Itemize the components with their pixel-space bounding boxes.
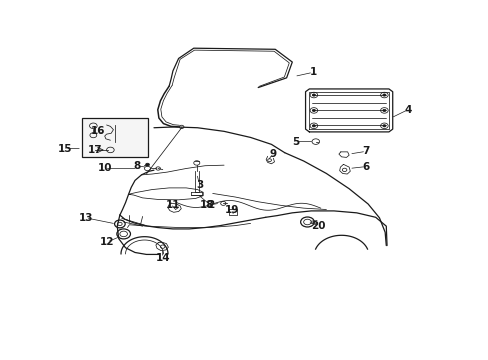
Circle shape <box>145 163 149 166</box>
Text: 11: 11 <box>165 199 180 210</box>
Bar <box>82 118 148 157</box>
Circle shape <box>312 109 315 112</box>
Circle shape <box>382 125 385 127</box>
Text: 16: 16 <box>91 126 105 135</box>
Circle shape <box>382 94 385 96</box>
Text: 20: 20 <box>311 221 325 231</box>
Text: 5: 5 <box>292 136 299 147</box>
Text: 3: 3 <box>195 180 203 190</box>
Circle shape <box>312 94 315 96</box>
Text: 1: 1 <box>309 67 316 77</box>
Text: 7: 7 <box>362 146 369 156</box>
Text: 17: 17 <box>88 145 102 155</box>
Text: 14: 14 <box>155 253 170 263</box>
Circle shape <box>382 109 385 112</box>
Text: 10: 10 <box>97 163 112 174</box>
Text: 19: 19 <box>224 204 238 215</box>
Text: 13: 13 <box>79 213 93 223</box>
Text: 18: 18 <box>200 201 214 210</box>
Text: 6: 6 <box>362 162 369 172</box>
Text: 8: 8 <box>133 161 140 171</box>
Text: 9: 9 <box>268 149 276 159</box>
Text: 15: 15 <box>58 144 72 153</box>
Text: 12: 12 <box>99 237 114 247</box>
Text: 4: 4 <box>404 105 411 115</box>
Text: 2: 2 <box>207 201 214 210</box>
Circle shape <box>312 125 315 127</box>
